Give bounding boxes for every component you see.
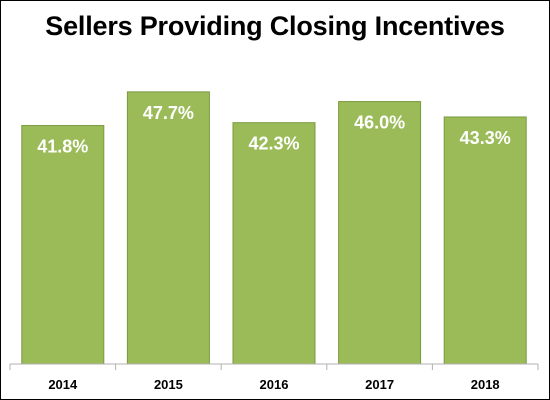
bar-2018 xyxy=(443,116,527,365)
x-tick-label-2016: 2016 xyxy=(260,377,289,392)
bar-2015 xyxy=(126,91,210,365)
bar-2017 xyxy=(338,101,422,365)
x-tick-label-2014: 2014 xyxy=(48,377,78,392)
bar-2014 xyxy=(21,125,105,365)
x-tick-label-2015: 2015 xyxy=(154,377,183,392)
data-label-2017: 46.0% xyxy=(354,113,405,133)
data-label-2015: 47.7% xyxy=(143,103,194,123)
data-label-2014: 41.8% xyxy=(37,137,88,157)
data-label-2016: 42.3% xyxy=(248,134,299,154)
x-tick-label-2017: 2017 xyxy=(365,377,394,392)
x-tick-label-2018: 2018 xyxy=(471,377,500,392)
bar-2016 xyxy=(232,122,316,365)
data-label-2018: 43.3% xyxy=(460,128,511,148)
chart-title: Sellers Providing Closing Incentives xyxy=(45,11,505,41)
